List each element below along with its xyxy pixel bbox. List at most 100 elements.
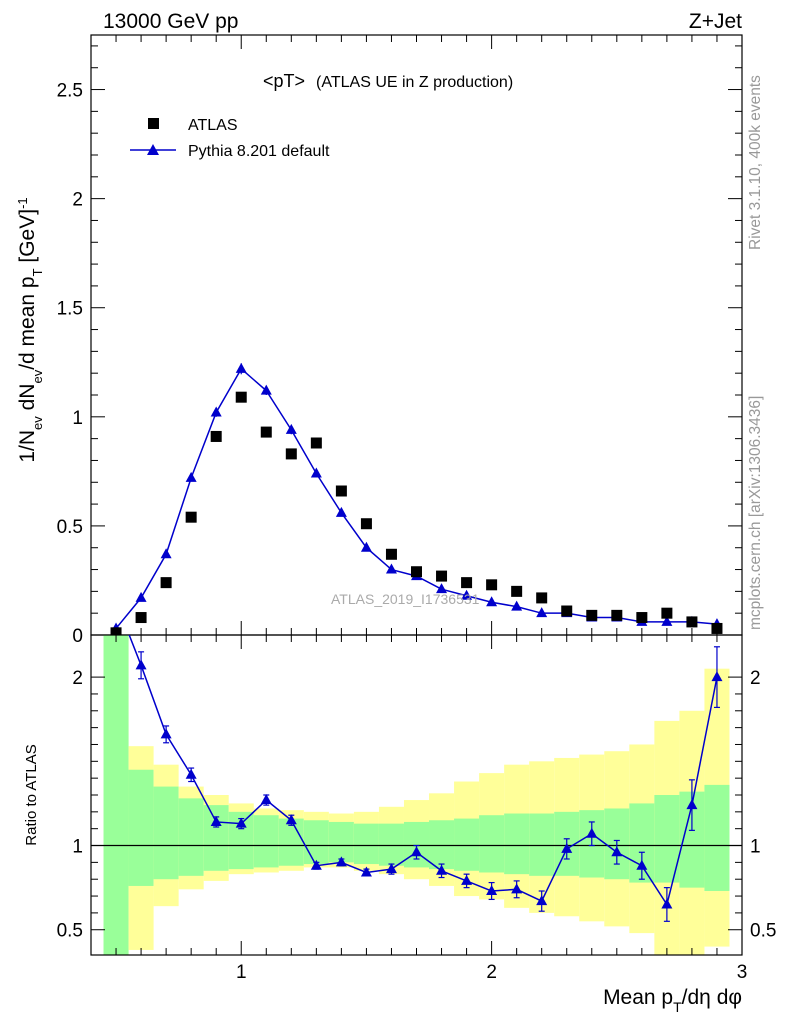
atlas-point	[135, 612, 147, 624]
atlas-point	[360, 518, 372, 530]
atlas-point	[436, 570, 448, 582]
atlas-point	[210, 430, 222, 442]
ratio-band-inner	[479, 815, 505, 873]
main-frame	[90, 34, 743, 636]
ratio-point	[160, 728, 172, 739]
ratio-point	[686, 799, 698, 810]
atlas-point	[185, 511, 197, 523]
ratio-band-inner	[704, 784, 730, 891]
ratio-ytick-label: 0.5	[57, 921, 83, 942]
ratio-point	[411, 846, 422, 857]
ratio-ytick-label-right: 0.5	[750, 921, 776, 942]
mc-point	[185, 471, 197, 482]
atlas-point	[310, 437, 322, 449]
main-panel: 0 0.5 1 1.5 2 2.5 <pT> (ATLAS UE in Z product…	[15, 34, 743, 647]
ratio-point	[611, 846, 623, 857]
legend-mc-marker	[147, 144, 159, 155]
ratio-ytick-label: 2	[72, 668, 83, 689]
xtick-label: 1	[236, 962, 247, 983]
atlas-point	[461, 577, 473, 589]
atlas-point	[636, 612, 648, 624]
mc-point	[461, 589, 473, 600]
ratio-ylabel: Ratio to ATLAS	[23, 744, 40, 845]
side-top-text: Rivet 3.1.10, 400k events	[747, 75, 764, 250]
main-ticks: 0 0.5 1 1.5 2 2.5	[57, 35, 742, 647]
watermark: ATLAS_2019_I1736531	[331, 591, 480, 607]
ratio-band-inner	[103, 635, 129, 955]
atlas-point	[110, 627, 122, 639]
ratio-point	[461, 874, 473, 885]
ratio-point	[586, 827, 598, 838]
ratio-panel: 0.5 0.5 1 1 2 2 1 2 3 Ratio to ATLAS Mean pT/dη …	[23, 634, 776, 1015]
mc-point	[360, 541, 372, 552]
ratio-band-inner	[429, 820, 455, 870]
atlas-point	[411, 566, 422, 578]
atlas-point	[511, 585, 523, 597]
legend-mc-label: Pythia 8.201 default	[188, 143, 330, 160]
ratio-point	[511, 883, 523, 894]
xtick-label: 3	[737, 962, 748, 983]
mc-point	[661, 615, 673, 626]
atlas-point	[486, 579, 498, 591]
ratio-band-inner	[178, 798, 204, 876]
ratio-point	[711, 671, 723, 682]
ratio-band-inner	[654, 795, 680, 883]
atlas-point	[536, 592, 548, 604]
ratio-band-inner	[504, 813, 530, 875]
ratio-ticks: 0.5 0.5 1 1 2 2 1 2 3	[57, 635, 776, 983]
ratio-point	[210, 815, 222, 826]
ratio-point	[661, 898, 673, 909]
plot-title: <pT> (ATLAS UE in Z production)	[263, 71, 513, 91]
x-axis-label: Mean pT/dη dφ	[603, 986, 742, 1015]
atlas-point	[661, 607, 673, 619]
ratio-band-inner	[529, 813, 555, 876]
main-ytick-label: 2	[72, 190, 83, 211]
mc-point	[210, 406, 222, 417]
ratio-ytick-label-right: 1	[750, 837, 761, 858]
atlas-point	[686, 616, 698, 628]
ratio-point	[360, 866, 372, 877]
ratio-point	[561, 842, 573, 853]
mc-point	[235, 362, 247, 373]
ratio-band-inner	[128, 769, 154, 886]
ratio-point	[536, 895, 548, 906]
main-ytick-label: 1	[72, 408, 83, 429]
main-ytick-label: 2.5	[57, 81, 83, 102]
legend: ATLAS Pythia 8.201 default	[130, 117, 330, 160]
atlas-point	[385, 548, 397, 560]
ratio-point	[486, 885, 498, 895]
ratio-bands	[103, 635, 730, 955]
ratio-band-inner	[253, 815, 279, 868]
mc-point	[436, 583, 448, 594]
ratio-band-inner	[278, 818, 304, 866]
plot-title-main: <pT>	[263, 71, 305, 91]
ratio-point	[260, 794, 272, 805]
mc-point	[260, 384, 272, 395]
ratio-band-inner	[328, 821, 354, 863]
ratio-point	[135, 659, 147, 670]
atlas-point	[711, 622, 723, 634]
mc-point	[160, 548, 172, 559]
mc-point	[385, 563, 397, 574]
main-ytick-label: 1.5	[57, 299, 83, 320]
legend-data-marker	[148, 118, 159, 129]
ratio-point	[385, 863, 397, 874]
plot-title-sub: (ATLAS UE in Z production)	[316, 74, 513, 91]
ratio-series	[128, 635, 723, 922]
mc-point	[486, 596, 498, 607]
ratio-ytick-label: 1	[72, 837, 83, 858]
ratio-point	[636, 859, 648, 870]
legend-data-label: ATLAS	[188, 117, 238, 134]
xtick-label: 2	[486, 962, 497, 983]
mc-point	[511, 600, 523, 611]
atlas-point	[611, 609, 623, 621]
header-left: 13000 GeV pp	[103, 10, 238, 33]
ratio-band-inner	[153, 786, 179, 880]
ratio-band-inner	[454, 818, 480, 871]
ratio-band-inner	[403, 821, 430, 868]
ratio-point	[335, 856, 347, 867]
header-right: Z+Jet	[689, 10, 742, 33]
ratio-point	[436, 864, 448, 875]
ratio-band-inner	[378, 823, 404, 866]
mc-point	[536, 607, 548, 618]
